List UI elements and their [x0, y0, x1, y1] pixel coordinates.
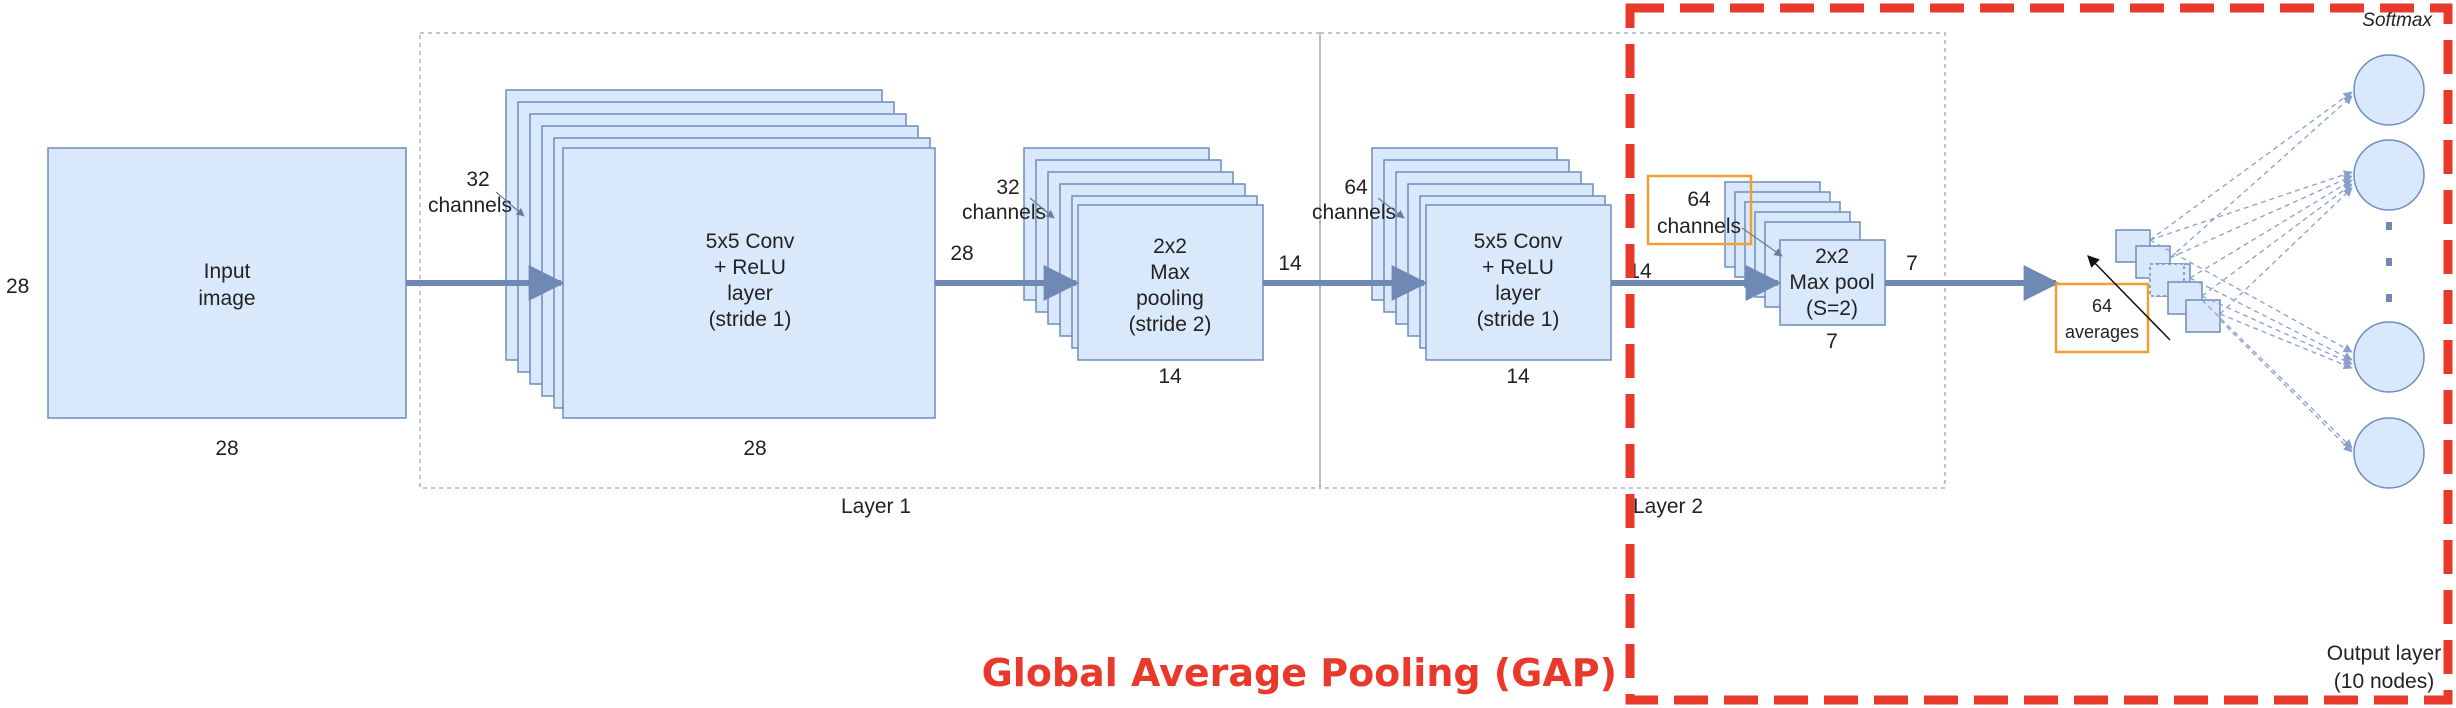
svg-text:Max pool: Max pool	[1789, 271, 1874, 294]
pool2-dim-bottom: 7	[1826, 330, 1838, 353]
svg-text:pooling: pooling	[1136, 287, 1204, 310]
dense-connections	[2149, 91, 2353, 453]
output-node-2	[2353, 139, 2425, 211]
output-ellipsis	[2386, 222, 2392, 302]
conv1-stack: 5x5 Conv + ReLU layer (stride 1)	[505, 89, 936, 419]
pool1-channels-num: 32	[996, 176, 1019, 199]
svg-text:layer: layer	[727, 282, 773, 305]
pool2-channels-pointer	[1741, 227, 1783, 257]
conv2-channels-num: 64	[1344, 176, 1368, 199]
averages-pointer	[2087, 255, 2171, 341]
pool2-stack: 2x2 Max pool (S=2)	[1724, 181, 1886, 326]
svg-text:(stride 1): (stride 1)	[709, 308, 792, 331]
conv1-channels-num: 32	[466, 168, 489, 191]
pool1-dim-bottom: 14	[1158, 365, 1182, 388]
svg-text:image: image	[198, 287, 255, 310]
gap-title: Global Average Pooling (GAP)	[982, 651, 1617, 695]
conv2-dim-bottom: 14	[1506, 365, 1530, 388]
conv2-channels-word: channels	[1312, 201, 1396, 224]
pool2-channels-num: 64	[1687, 188, 1711, 211]
output-layer-label: Output layer	[2327, 642, 2441, 665]
svg-text:Input: Input	[204, 260, 251, 283]
output-node-1	[2353, 54, 2425, 126]
averages-stack	[2115, 229, 2221, 333]
pool2-dim-right: 7	[1906, 252, 1918, 275]
averages-word: averages	[2065, 322, 2139, 342]
conv2-stack: 5x5 Conv + ReLU layer (stride 1)	[1371, 147, 1612, 361]
input-image-block: Input image	[47, 147, 407, 419]
pool1-dim-right: 14	[1278, 252, 1302, 275]
svg-text:5x5 Conv: 5x5 Conv	[1474, 230, 1563, 253]
averages-num: 64	[2092, 296, 2112, 316]
softmax-label: Softmax	[2362, 10, 2433, 31]
svg-text:Max: Max	[1150, 261, 1190, 284]
layer1-frame	[419, 32, 1321, 489]
svg-text:+ ReLU: + ReLU	[1482, 256, 1554, 279]
pool1-channels-pointer	[1029, 197, 1055, 219]
conv1-dim-right: 28	[950, 242, 973, 265]
conv1-dim-bottom: 28	[743, 437, 766, 460]
svg-text:+ ReLU: + ReLU	[714, 256, 786, 279]
svg-text:layer: layer	[1495, 282, 1541, 305]
svg-text:(stride 2): (stride 2)	[1129, 313, 1212, 336]
svg-text:5x5 Conv: 5x5 Conv	[706, 230, 795, 253]
svg-text:2x2: 2x2	[1815, 245, 1849, 268]
pool1-channels-word: channels	[962, 201, 1046, 224]
output-node-9	[2353, 321, 2425, 393]
layer1-label: Layer 1	[841, 495, 911, 518]
gap-highlight-frame	[1625, 3, 2453, 705]
conv2-channels-pointer	[1377, 197, 1405, 219]
layer2-frame	[1319, 32, 1946, 489]
svg-text:2x2: 2x2	[1153, 235, 1187, 258]
input-dim-bottom: 28	[215, 437, 238, 460]
pool2-channels-box	[1646, 174, 1753, 246]
svg-text:(S=2): (S=2)	[1806, 297, 1858, 320]
output-node-10	[2353, 417, 2425, 489]
input-dim-left: 28	[6, 275, 29, 298]
pool1-stack: 2x2 Max pooling (stride 2)	[1023, 147, 1264, 361]
svg-text:(stride 1): (stride 1)	[1477, 308, 1560, 331]
layer2-label: Layer 2	[1633, 495, 1703, 518]
output-nodes-label: (10 nodes)	[2334, 670, 2434, 693]
pool2-channels-word: channels	[1657, 215, 1741, 238]
conv1-channels-pointer	[495, 191, 525, 217]
conv1-channels-word: channels	[428, 194, 512, 217]
